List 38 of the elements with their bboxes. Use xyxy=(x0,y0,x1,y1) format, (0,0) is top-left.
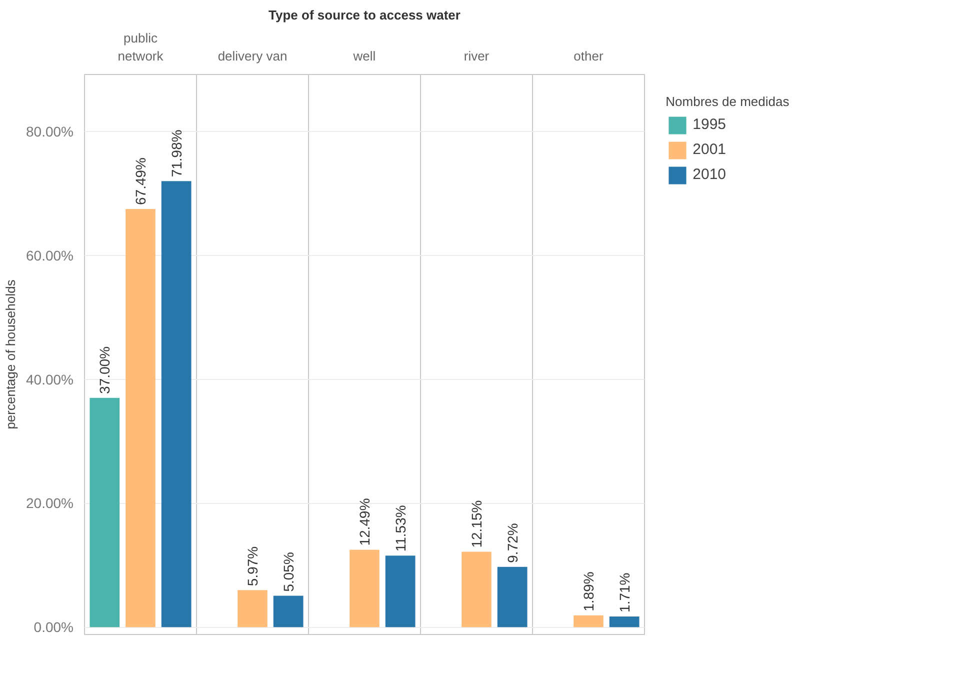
text: 1.89% xyxy=(580,572,596,612)
bar xyxy=(574,615,604,628)
bar xyxy=(90,398,120,628)
bar xyxy=(273,596,304,628)
y-axis-title: percentage of households xyxy=(3,279,18,430)
x-tick-label: delivery van xyxy=(218,48,288,64)
bar xyxy=(238,590,268,628)
y-tick-label: 20.00% xyxy=(26,495,74,512)
chart-title: Type of source to access water xyxy=(268,8,460,22)
text: 37.00% xyxy=(96,346,113,394)
text: 11.53% xyxy=(392,505,408,552)
text: 71.98% xyxy=(168,130,184,178)
x-tick-label: well xyxy=(352,48,376,64)
legend-label: 2001 xyxy=(692,141,728,158)
y-tick-label: 60.00% xyxy=(26,247,74,264)
legend-label: 2010 xyxy=(692,166,728,184)
bar xyxy=(609,616,640,628)
text: 67.49% xyxy=(132,158,148,205)
bar xyxy=(462,552,492,628)
bar xyxy=(126,208,156,628)
y-tick-label: 80.00% xyxy=(26,123,74,140)
y-tick-label: 40.00% xyxy=(26,371,74,388)
bar xyxy=(350,550,380,628)
legend-title: Nombres de medidas xyxy=(666,94,790,109)
text: 12.49% xyxy=(356,498,372,546)
text: 12.15% xyxy=(468,500,484,548)
bar xyxy=(161,181,192,628)
text: 1.71% xyxy=(616,572,632,612)
x-tick-label: other xyxy=(574,48,604,64)
bar xyxy=(385,556,416,628)
text: 5.05% xyxy=(280,552,296,592)
legend-label: 1995 xyxy=(692,116,728,134)
y-tick-label: 0.00% xyxy=(34,619,74,636)
x-tick-label: river xyxy=(464,48,490,64)
text: 5.97% xyxy=(244,546,260,586)
text: 9.72% xyxy=(504,523,520,563)
bar xyxy=(497,566,528,628)
x-tick-label: public network xyxy=(118,30,164,64)
